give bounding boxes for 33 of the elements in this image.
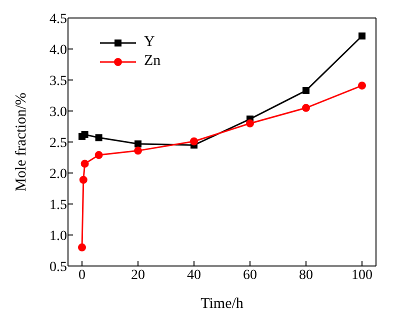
y-tick-label: 4.0 bbox=[50, 43, 67, 58]
x-tick-label: 80 bbox=[299, 268, 313, 283]
y-axis-title: Mole fraction/% bbox=[13, 92, 30, 192]
x-tick-label: 40 bbox=[187, 268, 201, 283]
x-tick-label: 20 bbox=[131, 268, 145, 283]
y-tick-label: 2.0 bbox=[50, 167, 67, 182]
legend-label: Y bbox=[144, 34, 155, 51]
y-tick-label: 3.0 bbox=[50, 105, 67, 120]
point bbox=[95, 134, 102, 142]
point bbox=[358, 82, 366, 90]
point bbox=[302, 87, 310, 94]
point bbox=[78, 243, 86, 252]
point bbox=[79, 176, 88, 184]
point bbox=[134, 140, 142, 148]
point bbox=[302, 104, 310, 112]
x-tick-label: 0 bbox=[78, 268, 86, 283]
x-tick-label: 60 bbox=[243, 268, 257, 283]
y-tick-label: 1.5 bbox=[50, 198, 67, 213]
y-tick-label: 4.5 bbox=[50, 12, 67, 27]
y-tick-label: 2.5 bbox=[50, 136, 67, 151]
y-tick-label: 1.0 bbox=[50, 229, 67, 244]
point bbox=[81, 131, 88, 138]
point bbox=[134, 146, 142, 155]
point bbox=[94, 151, 103, 160]
point bbox=[190, 137, 198, 146]
point bbox=[80, 160, 89, 168]
y-tick-label: 0.5 bbox=[50, 260, 67, 275]
x-axis-title: Time/h bbox=[200, 296, 244, 312]
point bbox=[358, 32, 366, 40]
x-tick-label: 100 bbox=[352, 268, 372, 283]
point bbox=[246, 119, 254, 128]
y-tick-label: 3.5 bbox=[50, 74, 67, 89]
legend-label: Zn bbox=[144, 53, 161, 70]
